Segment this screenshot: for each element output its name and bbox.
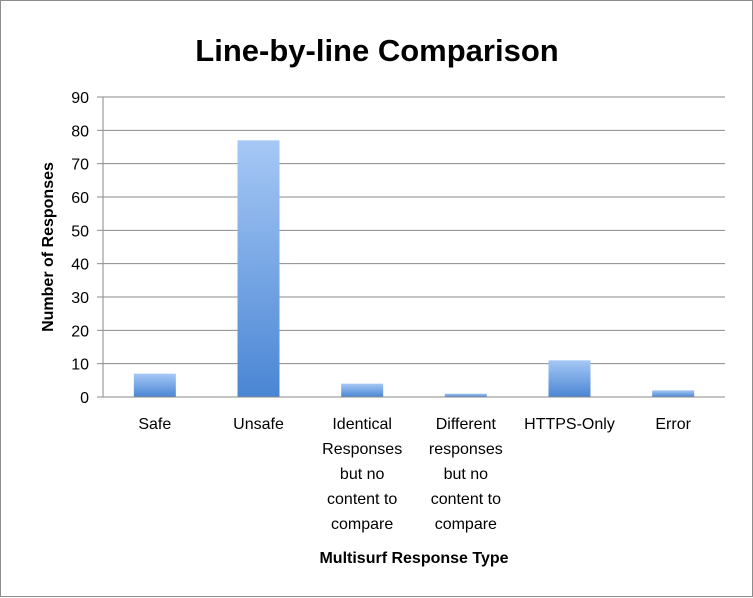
- bar-unsafe: [237, 140, 280, 398]
- bars: [133, 140, 695, 398]
- bar-different: [444, 393, 487, 397]
- y-tick-label: 30: [71, 290, 89, 307]
- chart-title: Line-by-line Comparison: [195, 33, 558, 68]
- x-tick-label: Different responses but no content to compar…: [429, 416, 503, 533]
- y-tick-label: 10: [71, 357, 89, 374]
- bar-https-only: [548, 360, 591, 397]
- bar-safe: [133, 373, 176, 397]
- x-axis-title: Multisurf Response Type: [319, 550, 508, 567]
- x-tick-label: Unsafe: [233, 416, 284, 433]
- x-tick-label: Safe: [138, 416, 171, 433]
- y-tick-label: 40: [71, 257, 89, 274]
- gridlines: [97, 96, 725, 398]
- y-tick-label: 0: [80, 390, 89, 407]
- bar-error: [652, 390, 695, 397]
- y-tick-label: 20: [71, 323, 89, 340]
- y-tick-label: 80: [71, 123, 89, 140]
- x-tick-labels: Safe Unsafe Identical Responses but no conten…: [138, 416, 691, 533]
- y-tick-label: 60: [71, 190, 89, 207]
- y-tick-label: 70: [71, 157, 89, 174]
- bar-identical: [341, 383, 384, 397]
- x-tick-label: Error: [655, 416, 691, 433]
- y-axis-title: Number of Responses: [40, 162, 57, 332]
- y-tick-labels: 0 10 20 30 40 50 60 70 80 90: [71, 90, 89, 407]
- x-tick-label: Identical Responses but no content to compar…: [322, 416, 402, 533]
- y-tick-label: 50: [71, 223, 89, 240]
- y-tick-label: 90: [71, 90, 89, 107]
- x-tick-label: HTTPS-Only: [524, 416, 615, 433]
